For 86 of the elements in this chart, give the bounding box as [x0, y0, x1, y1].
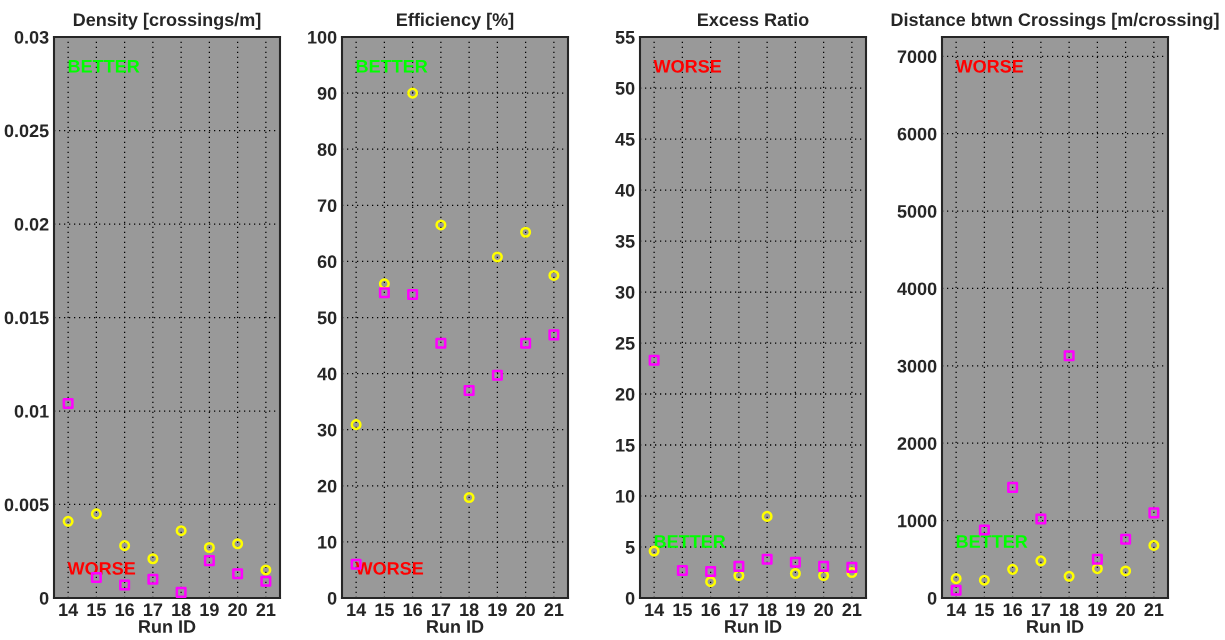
y-tick-label: 50: [317, 311, 337, 325]
y-tick-label: 0: [327, 591, 337, 605]
x-tick-label: 17: [143, 603, 163, 616]
y-tick-label: 0.02: [14, 217, 49, 231]
x-tick-label: 14: [347, 603, 367, 616]
x-tick-label: 21: [256, 603, 276, 616]
x-tick-label: 21: [1144, 603, 1164, 616]
y-tick-label: 2000: [897, 437, 937, 450]
y-tick-label: 30: [615, 285, 635, 299]
y-tick-label: 70: [317, 199, 337, 213]
x-tick-label: 21: [544, 603, 564, 616]
x-tick-label: 18: [758, 603, 777, 617]
y-tick-label: 7000: [897, 50, 937, 64]
y-tick-label: 5: [625, 541, 635, 554]
x-tick-label: 20: [516, 603, 535, 617]
annotation: BETTER: [956, 535, 1028, 548]
y-tick-label: 5000: [897, 205, 937, 218]
y-tick-label: 1000: [898, 514, 937, 528]
x-tick-label: 17: [729, 603, 749, 616]
y-tick-label: 35: [615, 234, 635, 248]
x-tick-label: 15: [375, 603, 394, 617]
x-tick-label: 16: [115, 603, 135, 617]
x-tick-label: 17: [1031, 603, 1051, 616]
y-tick-label: 80: [317, 143, 337, 156]
y-tick-label: 30: [317, 423, 337, 437]
annotation: WORSE: [67, 562, 136, 575]
annotation: BETTER: [68, 60, 140, 73]
y-tick-label: 55: [615, 31, 635, 44]
y-tick-label: 60: [317, 255, 337, 269]
y-tick-label: 40: [615, 183, 635, 197]
y-tick-label: 0.03: [14, 30, 49, 44]
x-tick-label: 14: [59, 603, 79, 616]
y-tick-label: 10: [616, 489, 635, 503]
y-tick-label: 20: [317, 479, 337, 493]
y-tick-label: 10: [318, 535, 337, 549]
y-tick-label: 40: [317, 367, 337, 381]
x-tick-label: 21: [842, 603, 862, 616]
x-tick-label: 15: [975, 603, 994, 617]
x-tick-label: 19: [200, 603, 219, 617]
annotation: BETTER: [356, 60, 428, 73]
y-tick-label: 25: [615, 336, 635, 350]
y-tick-label: 45: [615, 133, 635, 146]
x-tick-label: 19: [1088, 603, 1107, 617]
x-tick-label: 14: [947, 603, 967, 616]
x-tick-label: 20: [228, 603, 247, 617]
y-tick-label: 20: [615, 387, 635, 401]
x-tick-label: 18: [1060, 603, 1079, 617]
x-tick-label: 18: [460, 603, 479, 617]
x-tick-label: 15: [87, 603, 106, 617]
annotation: WORSE: [355, 562, 424, 575]
x-tick-label: 20: [1116, 603, 1135, 617]
y-tick-label: 0.01: [14, 404, 49, 418]
y-tick-label: 0.015: [4, 311, 49, 325]
y-tick-label: 15: [616, 439, 635, 452]
y-tick-label: 100: [308, 30, 337, 44]
x-tick-label: 19: [786, 603, 805, 617]
y-tick-label: 0.025: [4, 124, 49, 138]
x-tick-label: 16: [403, 603, 423, 617]
x-tick-label: 20: [814, 603, 833, 617]
x-axis-title: Run ID: [725, 620, 782, 633]
y-tick-label: 50: [615, 81, 635, 95]
x-tick-label: 17: [431, 603, 451, 616]
y-tick-label: 0: [927, 591, 937, 605]
y-tick-label: 0: [39, 591, 49, 605]
x-axis-title: Run ID: [1027, 620, 1084, 633]
y-tick-label: 0.005: [4, 498, 49, 512]
x-tick-label: 14: [645, 603, 665, 616]
annotation: WORSE: [653, 59, 722, 73]
y-tick-label: 0: [625, 591, 635, 605]
x-axis-title: Run ID: [139, 620, 196, 633]
x-tick-label: 16: [701, 603, 721, 617]
chart-title: Distance btwn Crossings [m/crossing]: [891, 12, 1219, 30]
y-tick-label: 90: [317, 87, 337, 100]
y-tick-label: 3000: [897, 359, 937, 373]
y-tick-label: 4000: [897, 282, 937, 296]
y-tick-label: 6000: [897, 127, 937, 141]
annotation: BETTER: [654, 535, 726, 548]
annotation: WORSE: [955, 59, 1024, 73]
x-tick-label: 15: [673, 603, 692, 617]
chart-title: Efficiency [%]: [397, 12, 514, 30]
x-tick-label: 16: [1003, 603, 1023, 617]
x-tick-label: 18: [172, 603, 191, 617]
x-tick-label: 19: [488, 603, 507, 617]
x-axis-title: Run ID: [427, 620, 484, 633]
chart-title: Density [crossings/m]: [73, 12, 261, 30]
chart-title: Excess Ratio: [698, 12, 809, 27]
